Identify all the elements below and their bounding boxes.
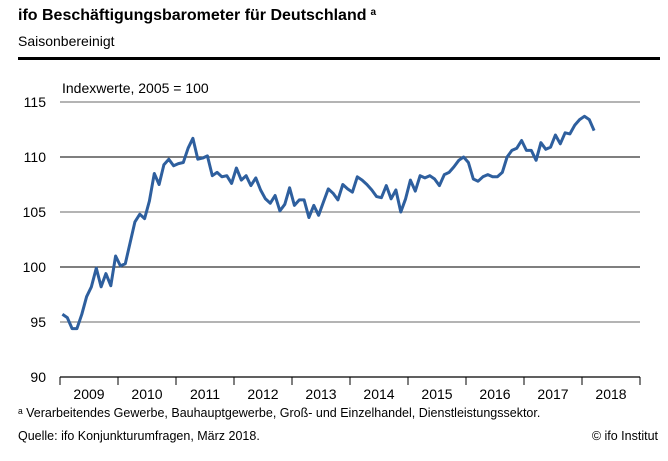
footnote-marker: a: [370, 7, 377, 18]
x-tick-label: 2011: [190, 386, 220, 402]
header-rule: [18, 57, 660, 60]
x-tick-label: 2013: [305, 386, 336, 402]
x-tick-label: 2018: [595, 386, 626, 402]
x-tick-label: 2009: [73, 386, 104, 402]
chart-title: ifo Beschäftigungsbarometer für Deutschl…: [18, 7, 377, 24]
y-tick-label: 95: [30, 314, 46, 330]
source-note: Quelle: ifo Konjunkturumfragen, März 201…: [18, 429, 260, 443]
y-tick-label: 90: [30, 369, 46, 385]
x-tick-label: 2014: [363, 386, 394, 402]
footnote: ᵃ Verarbeitendes Gewerbe, Bauhauptgewerb…: [18, 406, 541, 420]
credit: © ifo Institut: [591, 429, 658, 443]
y-tick-label: 110: [24, 149, 47, 165]
y-tick-label: 105: [23, 204, 47, 220]
x-tick-label: 2017: [537, 386, 568, 402]
chart-subtitle: Saisonbereinigt: [18, 33, 115, 49]
y-axis-label: Indexwerte, 2005 = 100: [62, 80, 209, 96]
series-line: [61, 114, 596, 331]
x-tick-label: 2010: [131, 386, 162, 402]
y-tick-label: 115: [24, 94, 47, 110]
x-tick-label: 2012: [247, 386, 278, 402]
x-tick-label: 2015: [421, 386, 452, 402]
x-tick-label: 2016: [479, 386, 510, 402]
y-tick-label: 100: [23, 259, 47, 275]
